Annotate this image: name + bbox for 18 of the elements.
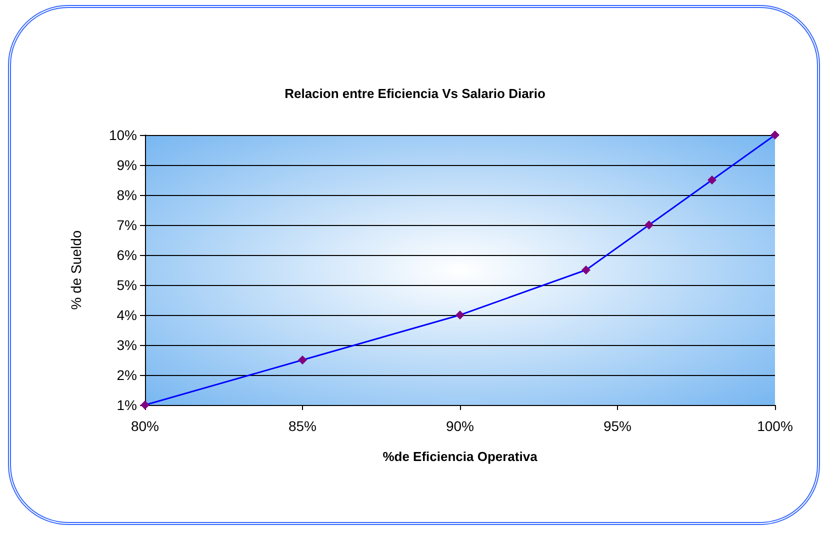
y-tick-label: 5% — [116, 277, 137, 293]
y-tick-label: 9% — [116, 157, 137, 173]
x-tick-label: 80% — [130, 418, 160, 434]
y-tick-label: 6% — [116, 247, 137, 263]
y-tick-label: 8% — [116, 187, 137, 203]
y-axis-title: % de Sueldo — [68, 230, 84, 310]
y-tick-label: 2% — [116, 367, 137, 383]
x-tick-label: 95% — [603, 418, 632, 434]
y-tick-label: 3% — [116, 337, 137, 353]
x-tick-label: 100% — [757, 418, 793, 434]
y-tick-label: 1% — [116, 397, 137, 413]
y-tick-label: 7% — [116, 217, 137, 233]
x-tick-label: 90% — [446, 418, 474, 434]
x-tick-label: 85% — [288, 418, 317, 434]
chart-title: Relacion entre Eficiencia Vs Salario Diario — [284, 86, 546, 101]
x-axis-title: %de Eficiencia Operativa — [382, 449, 538, 464]
y-tick-label: 4% — [116, 307, 137, 323]
y-tick-label: 10% — [108, 127, 137, 143]
